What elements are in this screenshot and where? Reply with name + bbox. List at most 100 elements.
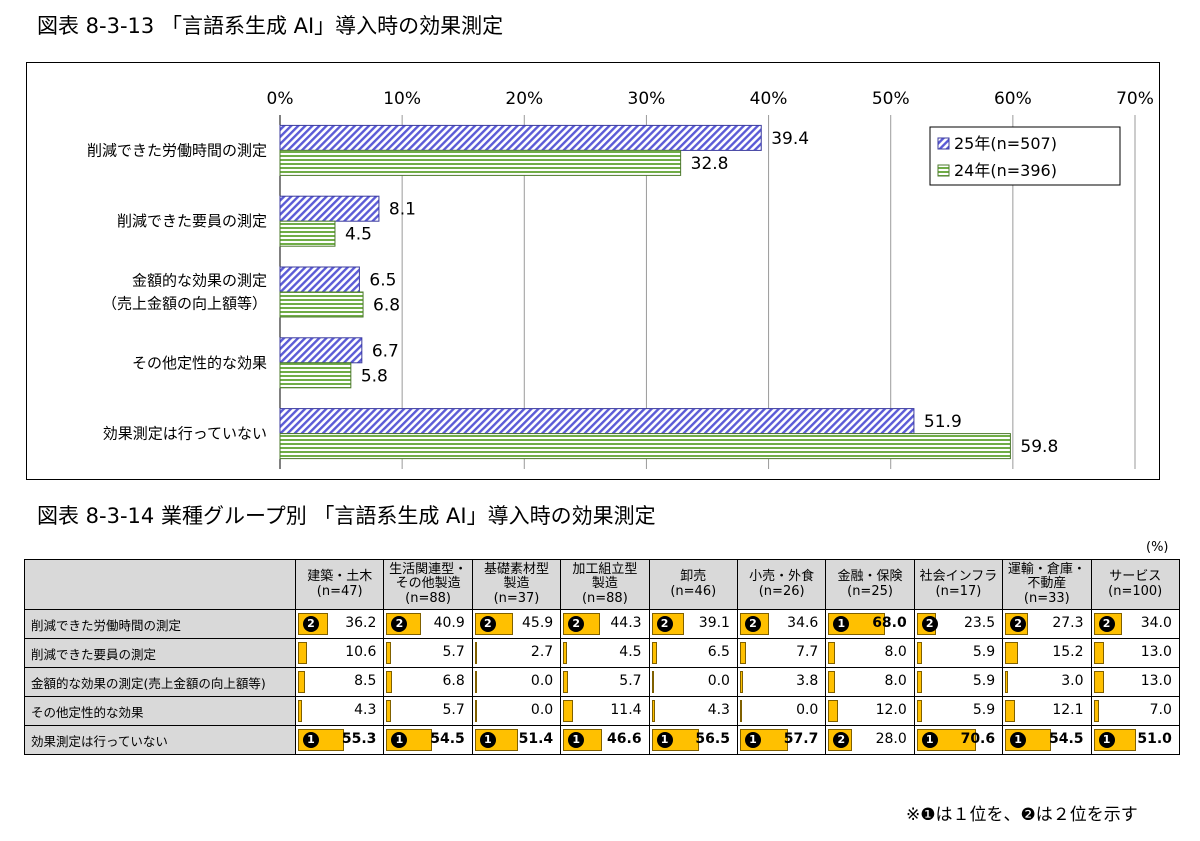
- category-label: 金額的な効果の測定: [132, 272, 267, 290]
- table-cell: 2.7: [471, 638, 562, 668]
- cell-value: 57.7: [783, 731, 819, 747]
- table-cell: 2 45.9: [471, 609, 562, 639]
- bar: [279, 408, 915, 435]
- cell-value: 5.9: [972, 644, 996, 660]
- data-label: 59.8: [1020, 437, 1058, 457]
- table-cell: 2 44.3: [560, 609, 650, 639]
- table-cell: 1 46.6: [560, 725, 650, 755]
- cell-value: 45.9: [522, 615, 554, 631]
- column-header: 生活関連型・ その他製造 (n=88): [383, 559, 473, 610]
- x-tick-label: 30%: [628, 89, 666, 109]
- cell-value: 10.6: [345, 644, 377, 660]
- cell-value: 56.5: [695, 731, 730, 747]
- table-cell: 6.5: [648, 638, 738, 668]
- cell-bar: [474, 671, 477, 693]
- table-cell: 11.4: [560, 696, 650, 726]
- cell-value: 23.5: [963, 615, 996, 631]
- cell-bar: [1093, 671, 1105, 693]
- legend-label: 24年(n=396): [954, 161, 1057, 180]
- cell-bar: [828, 642, 836, 664]
- column-header: 社会インフラ (n=17): [913, 559, 1004, 610]
- cell-value: 8.5: [354, 673, 377, 689]
- cell-value: 5.9: [972, 673, 996, 689]
- table-title: 図表 8-3-14 業種グループ別 「言語系生成 AI」導入時の効果測定: [37, 504, 656, 528]
- chart-title: 図表 8-3-13 「言語系生成 AI」導入時の効果測定: [37, 14, 504, 38]
- bar: [279, 149, 682, 176]
- rank-badge: 1: [1010, 732, 1027, 748]
- column-header: 基礎素材型 製造 (n=37): [471, 559, 562, 610]
- cell-value: 44.3: [610, 615, 642, 631]
- cell-value: 4.3: [354, 702, 377, 718]
- rank-badge: 1: [479, 732, 496, 748]
- cell-bar: [916, 700, 922, 722]
- table-cell: 1 55.3: [294, 725, 385, 755]
- cell-value: 40.9: [433, 615, 465, 631]
- category-label: （売上金額の向上額等）: [102, 295, 267, 313]
- column-header: 卸売 (n=46): [648, 559, 738, 610]
- cell-value: 55.3: [341, 731, 377, 747]
- table-cell: 10.6: [294, 638, 385, 668]
- table-cell: 5.9: [913, 638, 1004, 668]
- cell-value: 0.0: [530, 673, 554, 689]
- table-cell: 2 28.0: [825, 725, 915, 755]
- bar: [279, 195, 380, 222]
- data-label: 5.8: [361, 366, 388, 386]
- bar: [279, 337, 363, 364]
- table-cell: 2 34.6: [736, 609, 827, 639]
- cell-bar: [828, 700, 839, 722]
- table-row: 削減できた要員の測定 10.6 5.7 2.7 4.5 6.5 7.7 8.0 5.9 15.2 1…: [24, 638, 1180, 668]
- table-cell: 2 34.0: [1090, 609, 1180, 639]
- column-header: 加工組立型 製造 (n=88): [560, 559, 650, 610]
- table-cell: 8.0: [825, 638, 915, 668]
- rank-note: ※❶は１位を、❷は２位を示す: [906, 805, 1138, 825]
- column-header: 小売・外食 (n=26): [736, 559, 827, 610]
- cell-value: 34.6: [787, 615, 819, 631]
- cell-value: 39.1: [698, 615, 730, 631]
- table-cell: 1 54.5: [1002, 725, 1092, 755]
- cell-bar: [474, 700, 477, 722]
- legend-swatch: [937, 164, 950, 177]
- table-cell: 13.0: [1090, 638, 1180, 668]
- cell-value: 0.0: [796, 702, 819, 718]
- rank-badge: 1: [391, 732, 408, 748]
- table-row: 削減できた労働時間の測定 2 36.2 2 40.9 2 45.9 2 44.3 2 39.1 2 34…: [24, 609, 1180, 639]
- table-cell: 5.9: [913, 667, 1004, 697]
- cell-bar: [916, 671, 922, 693]
- cell-value: 6.5: [707, 644, 730, 660]
- x-tick-label: 50%: [872, 89, 910, 109]
- cell-value: 13.0: [1140, 673, 1172, 689]
- table-cell: 2 27.3: [1002, 609, 1092, 639]
- data-label: 6.7: [372, 341, 399, 361]
- cell-bar: [651, 642, 658, 664]
- table-cell: 3.0: [1002, 667, 1092, 697]
- rank-badge: 1: [656, 732, 673, 748]
- table-cell: 12.1: [1002, 696, 1092, 726]
- table-cell: 0.0: [648, 667, 738, 697]
- cell-bar: [386, 642, 392, 664]
- rank-badge: 2: [391, 616, 408, 632]
- table-cell: 3.8: [736, 667, 827, 697]
- bar: [279, 220, 336, 247]
- cell-bar: [298, 671, 306, 693]
- bar: [279, 362, 352, 389]
- cell-bar: [563, 700, 573, 722]
- table-row: 効果測定は行っていない 1 55.3 1 54.5 1 51.4 1 46.6 1 56.5 1 57.…: [24, 725, 1180, 755]
- unit-label: (%): [1146, 540, 1169, 555]
- table-cell: 12.0: [825, 696, 915, 726]
- table-cell: 5.7: [560, 667, 650, 697]
- cell-bar: [298, 700, 302, 722]
- table-cell: 2 23.5: [913, 609, 1004, 639]
- rank-badge: 1: [1098, 732, 1115, 748]
- table-cell: 13.0: [1090, 667, 1180, 697]
- x-tick-label: 40%: [750, 89, 788, 109]
- rank-badge: 1: [833, 616, 850, 632]
- bar: [279, 433, 1011, 460]
- table-cell: 0.0: [471, 667, 562, 697]
- table-cell: 4.3: [294, 696, 385, 726]
- cell-value: 5.9: [972, 702, 996, 718]
- cell-value: 5.7: [442, 702, 465, 718]
- industry-table: 建築・土木 (n=47) 生活関連型・ その他製造 (n=88) 基礎素材型 製造 (n=37…: [24, 559, 1180, 755]
- cell-value: 36.2: [345, 615, 377, 631]
- cell-bar: [739, 671, 744, 693]
- table-cell: 15.2: [1002, 638, 1092, 668]
